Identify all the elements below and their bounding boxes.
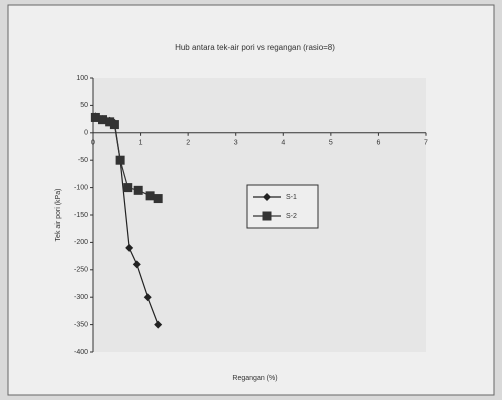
x-tick-label: 3 [234,140,238,147]
y-tick-label: 100 [76,75,88,82]
x-tick-label: 2 [186,140,190,147]
chart-title: Hub antara tek-air pori vs regangan (ras… [175,43,335,52]
marker [109,120,119,130]
marker [123,183,133,193]
marker [262,211,272,221]
y-tick-label: -100 [74,184,88,191]
marker [133,185,143,195]
x-tick-label: 7 [424,140,428,147]
y-axis-label: Tek air pori (kPa) [55,189,62,242]
marker [132,260,141,269]
y-tick-label: -300 [74,294,88,301]
x-tick-label: 0 [91,140,95,147]
y-tick-label: -150 [74,212,88,219]
marker [105,117,115,127]
marker [153,194,163,204]
marker [125,243,134,252]
y-tick-label: 0 [84,130,88,137]
marker [263,193,271,201]
marker [98,115,108,125]
marker [115,155,125,165]
legend-label: S-2 [286,213,297,220]
marker [143,293,152,302]
x-tick-label: 5 [329,140,333,147]
x-tick-label: 4 [281,140,285,147]
x-axis-label: Regangan (%) [232,375,277,382]
y-tick-label: -250 [74,267,88,274]
x-tick-label: 6 [376,140,380,147]
marker [90,112,100,122]
y-tick-label: -200 [74,239,88,246]
marker [145,191,155,201]
legend-label: S-1 [286,194,297,201]
y-tick-label: -400 [74,349,88,356]
y-tick-label: 50 [80,102,88,109]
marker [154,320,163,329]
y-tick-label: -350 [74,321,88,328]
y-tick-label: -50 [78,157,88,164]
x-tick-label: 1 [139,140,143,147]
legend-box [246,184,319,229]
